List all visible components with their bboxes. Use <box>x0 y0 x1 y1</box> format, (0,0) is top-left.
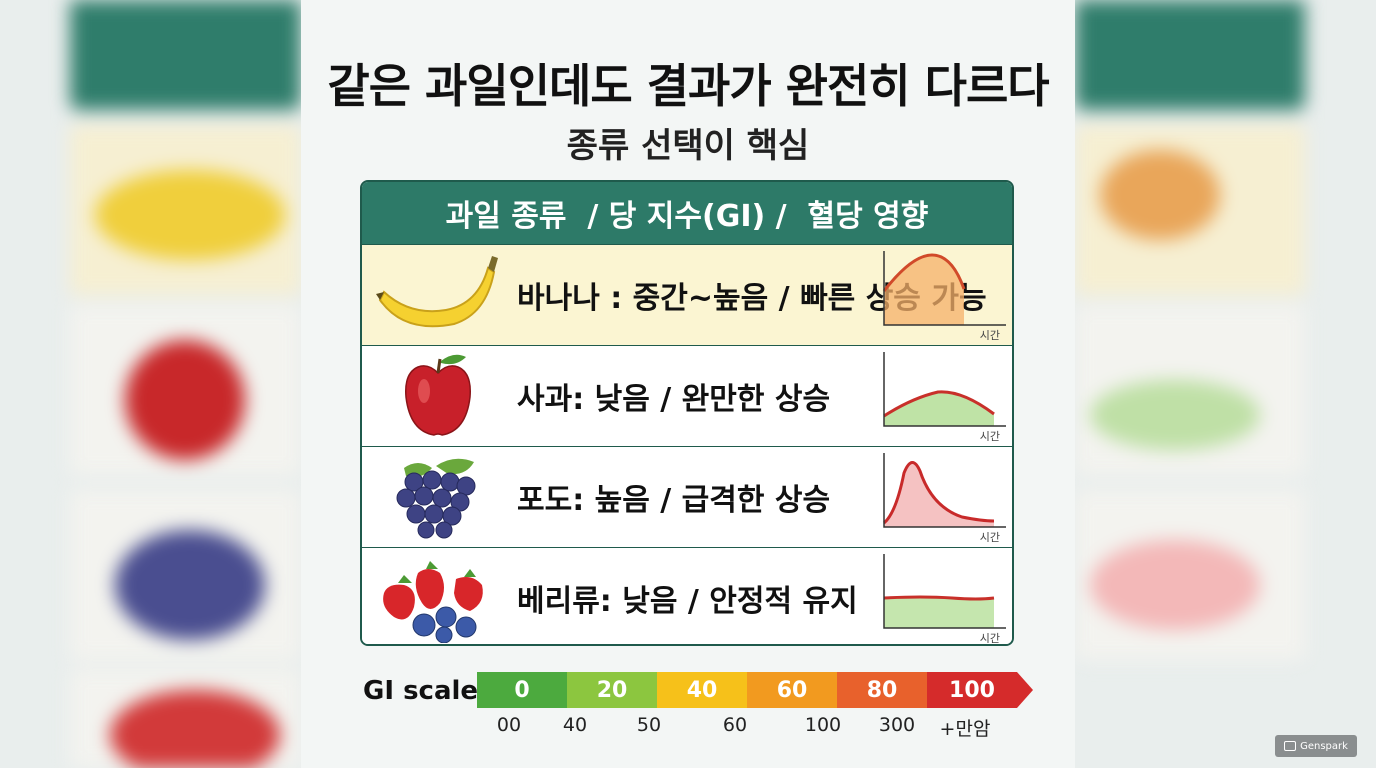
gi-tick-label: 60 <box>722 714 748 736</box>
gi-tick-label: 40 <box>562 714 588 736</box>
gi-comparison-table: 과일 종류 / 당 지수(GI) / 혈당 영향 바나나 : 중간~높음 / 빠… <box>360 180 1014 646</box>
time-axis-label: 시간 <box>979 430 1000 443</box>
gi-scale-label: GI scale <box>363 676 479 706</box>
row-text: 포도: 높음 / 급격한 상승 <box>517 483 831 518</box>
gi-arrow-tip <box>1017 672 1033 708</box>
gi-scale-ticks: 00 40 50 60 100 300 +만암 <box>477 714 1037 744</box>
berries-icon <box>374 553 504 644</box>
gi-tick-label: 00 <box>496 714 522 736</box>
gi-segment: 80 <box>837 672 927 708</box>
time-axis-label: 시간 <box>979 531 1000 544</box>
apple-icon <box>374 351 504 441</box>
genspark-logo-icon <box>1284 741 1297 751</box>
watermark-badge: Genspark <box>1275 735 1357 757</box>
gi-tick-label: 100 <box>804 714 842 736</box>
gi-segment: 20 <box>567 672 657 708</box>
blood-sugar-curve: 시간 <box>882 554 1006 645</box>
table-row: 사과: 낮음 / 완만한 상승 시간 <box>362 345 1012 446</box>
gi-tick-label: 50 <box>636 714 662 736</box>
time-axis-label: 시간 <box>979 632 1000 645</box>
time-axis-label: 시간 <box>979 329 1000 342</box>
banana-icon <box>374 250 504 340</box>
blood-sugar-curve: 시간 <box>882 352 1006 444</box>
gi-tick-label: +만암 <box>939 718 991 740</box>
gi-segment: 0 <box>477 672 567 708</box>
page-subtitle: 종류 선택이 핵심 <box>566 126 810 166</box>
watermark-text: Genspark <box>1300 740 1348 752</box>
table-row: 베리류: 낮음 / 안정적 유지 시간 <box>362 547 1012 645</box>
gi-segment: 100 <box>927 672 1017 708</box>
row-text: 베리류: 낮음 / 안정적 유지 <box>517 584 858 619</box>
row-text: 사과: 낮음 / 완만한 상승 <box>517 382 831 417</box>
blood-sugar-curve: 시간 <box>882 453 1006 545</box>
gi-tick-label: 300 <box>878 714 916 736</box>
table-row: 포도: 높음 / 급격한 상승 시간 <box>362 446 1012 547</box>
gi-scale-bar: 0 20 40 60 80 100 <box>477 672 1033 708</box>
gi-segment: 40 <box>657 672 747 708</box>
table-header: 과일 종류 / 당 지수(GI) / 혈당 영향 <box>362 182 1012 244</box>
table-row: 바나나 : 중간~높음 / 빠른 상승 가능 시간 <box>362 244 1012 345</box>
grapes-icon <box>374 452 504 542</box>
blood-sugar-curve: 시간 <box>882 251 1006 343</box>
gi-segment: 60 <box>747 672 837 708</box>
page-title: 같은 과일인데도 결과가 완전히 다르다 <box>327 59 1049 113</box>
infographic-card: 같은 과일인데도 결과가 완전히 다르다 종류 선택이 핵심 과일 종류 / 당… <box>301 0 1075 768</box>
